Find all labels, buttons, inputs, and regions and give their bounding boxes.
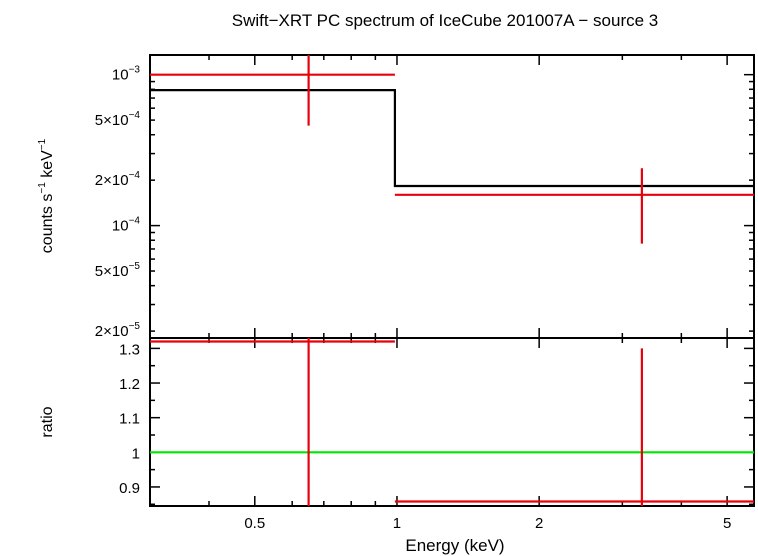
data-point <box>150 338 395 506</box>
y-tick-label: 1.3 <box>119 341 140 358</box>
spectrum-panel-frame <box>149 54 755 339</box>
y-tick-exponent: −4 <box>129 110 141 121</box>
y-tick-mantissa: 10 <box>112 218 129 235</box>
ylabel-counts: counts s <box>39 194 56 254</box>
data-point <box>150 55 395 126</box>
y-tick-label: 1 <box>132 445 140 462</box>
x-tick-label: 0.5 <box>244 515 265 532</box>
spectrum-x-ticks <box>208 55 728 338</box>
y-tick-mantissa: 10 <box>112 67 129 84</box>
y-tick-mantissa: 2×10 <box>95 323 129 340</box>
model-step-line <box>150 89 754 188</box>
ratio-x-axis: 0.5 1 2 5 <box>208 338 731 532</box>
y-tick-label: 5×10−5 <box>95 261 141 280</box>
ratio-y-axis-label: ratio <box>39 406 56 437</box>
x-axis-label: Energy (keV) <box>405 536 504 555</box>
ratio-panel: 0.9 1 1.1 1.2 1.3 0.5 1 2 5 ratio Energy (keV) <box>39 337 755 555</box>
ratio-data-series <box>150 338 754 506</box>
y-tick-label: 10−3 <box>112 65 141 84</box>
y-tick-label: 1.1 <box>119 411 140 428</box>
y-tick-label: 2×10−4 <box>95 170 141 189</box>
y-tick-exponent: −5 <box>129 261 141 272</box>
y-tick-mantissa: 2×10 <box>95 172 129 189</box>
y-tick-mantissa: 5×10 <box>95 112 129 129</box>
x-tick-label: 1 <box>393 515 401 532</box>
model-curve <box>150 89 754 188</box>
chart-title: Swift−XRT PC spectrum of IceCube 201007A… <box>232 11 659 30</box>
y-tick-label: 10−4 <box>112 216 141 235</box>
y-tick-label: 1.2 <box>119 376 140 393</box>
y-tick-exponent: −4 <box>129 170 141 181</box>
ratio-panel-frame <box>149 337 755 507</box>
y-tick-mantissa: 5×10 <box>95 263 129 280</box>
spectrum-panel: 10−35×10−42×10−410−45×10−52×10−5 counts … <box>37 54 755 340</box>
spectrum-data-series <box>150 55 754 244</box>
ratio-y-axis: 0.9 1 1.1 1.2 1.3 <box>119 341 754 506</box>
spectrum-y-axis: 10−35×10−42×10−410−45×10−52×10−5 <box>95 65 754 340</box>
data-point <box>394 348 754 506</box>
ylabel-kev: keV <box>39 150 56 182</box>
y-tick-label: 2×10−5 <box>95 321 141 340</box>
data-point <box>394 168 754 244</box>
y-tick-exponent: −4 <box>129 216 141 227</box>
x-tick-label: 2 <box>535 515 543 532</box>
ylabel-kev-exp: −1 <box>37 138 48 150</box>
x-tick-label: 5 <box>723 515 731 532</box>
y-tick-exponent: −5 <box>129 321 141 332</box>
y-tick-exponent: −3 <box>129 65 141 76</box>
y-tick-label: 5×10−4 <box>95 110 141 129</box>
y-tick-label: 0.9 <box>119 480 140 497</box>
ylabel-counts-exp: −1 <box>37 182 48 194</box>
spectrum-y-axis-label: counts s−1 keV−1 <box>37 138 56 253</box>
